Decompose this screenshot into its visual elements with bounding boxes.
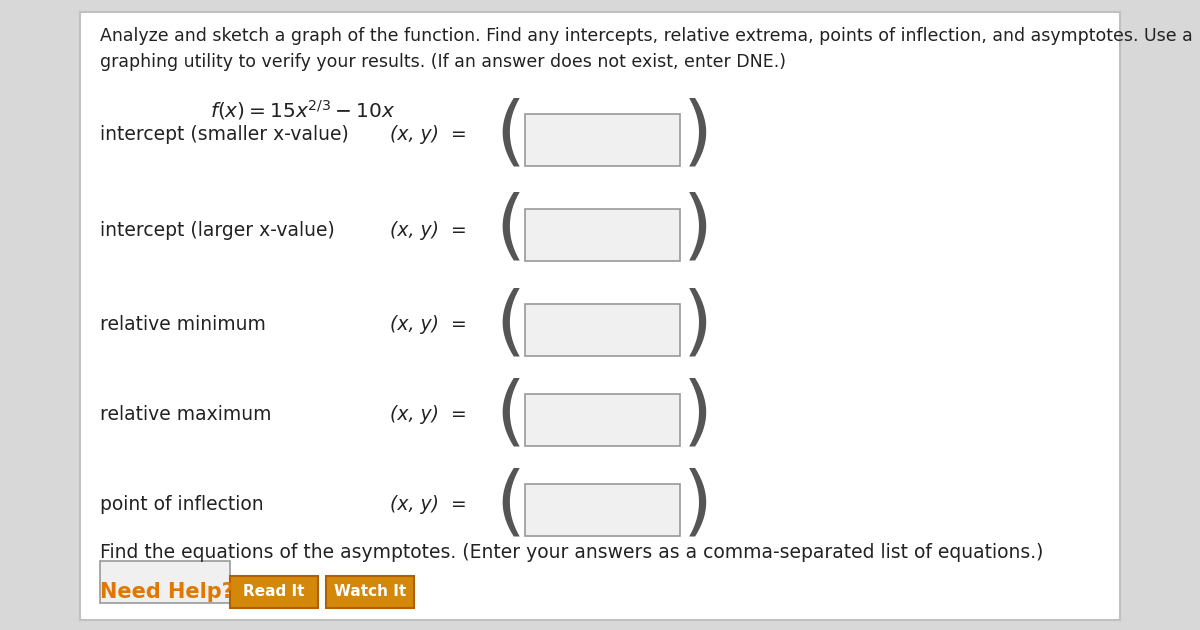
Text: (: ( <box>496 192 524 266</box>
Text: (: ( <box>496 467 524 541</box>
Text: ): ) <box>683 192 713 266</box>
Text: point of inflection: point of inflection <box>100 496 264 515</box>
Text: ): ) <box>683 467 713 541</box>
FancyBboxPatch shape <box>230 576 318 608</box>
Text: Read It: Read It <box>244 585 305 600</box>
FancyBboxPatch shape <box>100 561 230 603</box>
Text: intercept (smaller x-value): intercept (smaller x-value) <box>100 125 349 144</box>
Text: ): ) <box>683 97 713 171</box>
Text: ): ) <box>683 377 713 451</box>
Text: (x, y)  =: (x, y) = <box>390 125 467 144</box>
Text: relative minimum: relative minimum <box>100 316 266 335</box>
FancyBboxPatch shape <box>526 304 680 356</box>
Text: Analyze and sketch a graph of the function. Find any intercepts, relative extrem: Analyze and sketch a graph of the functi… <box>100 27 1193 71</box>
FancyBboxPatch shape <box>526 114 680 166</box>
FancyBboxPatch shape <box>526 209 680 261</box>
Text: (: ( <box>496 377 524 451</box>
Text: (x, y)  =: (x, y) = <box>390 496 467 515</box>
Text: Need Help?: Need Help? <box>100 582 234 602</box>
Text: $f(x) = 15x^{2/3} - 10x$: $f(x) = 15x^{2/3} - 10x$ <box>210 98 396 122</box>
Text: ): ) <box>683 287 713 361</box>
Text: (x, y)  =: (x, y) = <box>390 406 467 425</box>
Text: (: ( <box>496 97 524 171</box>
Text: Watch It: Watch It <box>334 585 406 600</box>
Text: (x, y)  =: (x, y) = <box>390 316 467 335</box>
FancyBboxPatch shape <box>526 394 680 446</box>
Text: relative maximum: relative maximum <box>100 406 271 425</box>
FancyBboxPatch shape <box>80 12 1120 620</box>
FancyBboxPatch shape <box>526 484 680 536</box>
Text: (: ( <box>496 287 524 361</box>
FancyBboxPatch shape <box>326 576 414 608</box>
Text: (x, y)  =: (x, y) = <box>390 220 467 239</box>
Text: intercept (larger x-value): intercept (larger x-value) <box>100 220 335 239</box>
Text: Find the equations of the asymptotes. (Enter your answers as a comma-separated l: Find the equations of the asymptotes. (E… <box>100 542 1043 561</box>
